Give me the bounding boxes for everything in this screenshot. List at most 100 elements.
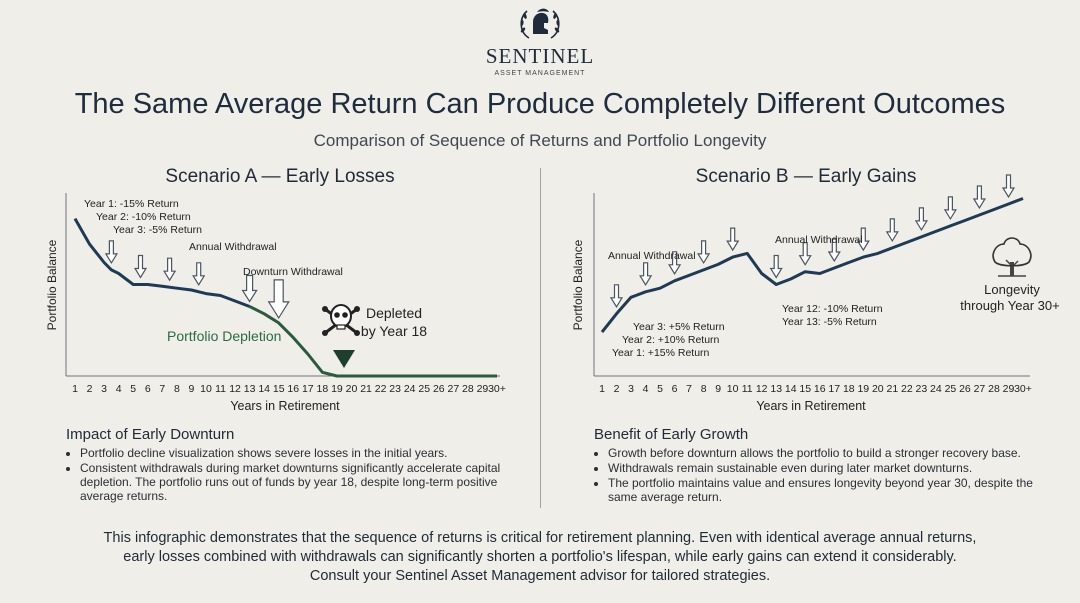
- withdrawal-arrow-icon: [1001, 174, 1016, 199]
- withdrawal-arrow-icon: [972, 185, 986, 210]
- chart-a-annot-year1: Year 1: -15% Return: [84, 198, 179, 210]
- chart-b-x-tick: 16: [814, 383, 826, 395]
- chart-b-x-tick: 23: [916, 383, 928, 395]
- chart-b-x-tick: 15: [799, 383, 811, 395]
- chart-b-x-tick: 8: [701, 383, 707, 395]
- withdrawal-arrow-icon: [726, 227, 740, 252]
- withdrawal-arrow-icon: [798, 242, 812, 266]
- chart-a-xlabel: Years in Retirement: [230, 399, 340, 413]
- chart-b-annot-year13: Year 13: -5% Return: [782, 316, 877, 328]
- chart-b-x-tick: 27: [974, 383, 986, 395]
- chart-b-x-tick: 14: [785, 383, 797, 395]
- chart-a-depletion-marker: [333, 350, 355, 368]
- chart-b-annot-longevity-2: through Year 30+: [960, 298, 1059, 313]
- chart-a-x-tick: 13: [244, 383, 256, 395]
- chart-b-x-tick: 24: [930, 383, 942, 395]
- withdrawal-arrow-icon: [267, 279, 290, 320]
- chart-a-x-tick: 18: [317, 383, 329, 395]
- chart-b-x-tick: 1: [599, 383, 605, 395]
- chart-b-x-tick: 29: [1003, 383, 1015, 395]
- footer-note: This infographic demonstrates that the s…: [60, 529, 1020, 586]
- chart-b-x-tick: 10: [727, 383, 739, 395]
- withdrawal-arrow-icon: [668, 251, 682, 275]
- chart-b-axes: [593, 193, 1030, 377]
- chart-a-x-tick: 10: [200, 383, 212, 395]
- chart-a-x-tick: 9: [188, 383, 194, 395]
- footer-line-3: Consult your Sentinel Asset Management a…: [309, 568, 771, 584]
- chart-a-annot-year2: Year 2: -10% Return: [96, 211, 191, 223]
- chart-a-x-tick: 1: [72, 383, 78, 395]
- withdrawal-arrow-icon: [609, 284, 624, 308]
- footer-line-2: early losses combined with withdrawals c…: [123, 549, 957, 565]
- withdrawal-arrow-icon: [943, 196, 957, 221]
- right-bullet: Growth before downturn allows the portfo…: [608, 446, 1048, 460]
- brand-name: SENTINEL: [485, 44, 595, 68]
- chart-a-x-tick: 11: [215, 383, 226, 395]
- laurel-helmet-icon: [520, 8, 560, 39]
- chart-a-x-tick: 17: [302, 383, 314, 395]
- withdrawal-arrow-icon: [885, 218, 899, 243]
- brand-tagline: ASSET MANAGEMENT: [494, 70, 586, 77]
- center-divider: [540, 168, 541, 508]
- page-title: The Same Average Return Can Produce Comp…: [74, 88, 1006, 120]
- right-section-heading: Benefit of Early Growth: [594, 426, 749, 443]
- withdrawal-arrow-icon: [241, 274, 258, 303]
- chart-a-ylabel: Portfolio Balance: [45, 239, 59, 330]
- chart-a-x-tick: 26: [433, 383, 445, 395]
- chart-a-x-tick: 29: [477, 383, 489, 395]
- chart-a: 1 2 3 4 5 6 7 8 9 10 11 12 13 14 15 16 17 18 19 20 21 22 23 24 2…: [45, 193, 506, 413]
- chart-a-x-tick: 24: [404, 383, 416, 395]
- chart-b-x-tick: 9: [715, 383, 721, 395]
- left-bullet: Consistent withdrawals during market dow…: [80, 461, 530, 503]
- withdrawal-arrow-icon: [104, 240, 118, 265]
- withdrawal-arrow-icon: [914, 207, 928, 232]
- chart-b-x-tick: 13: [770, 383, 782, 395]
- chart-b-x-tick: 4: [643, 383, 649, 395]
- right-section-bullets: Growth before downturn allows the portfo…: [594, 446, 1048, 505]
- chart-a-x-tick: 30+: [488, 383, 506, 395]
- chart-b-x-tick: 25: [945, 383, 957, 395]
- left-section-bullets: Portfolio decline visualization shows se…: [66, 446, 530, 504]
- chart-a-x-tick: 5: [130, 383, 136, 395]
- chart-a-x-tick: 15: [273, 383, 285, 395]
- chart-a-annot-depletion: Portfolio Depletion: [167, 328, 281, 344]
- chart-a-annot-year3: Year 3: -5% Return: [113, 224, 202, 236]
- chart-a-x-tick: 20: [346, 383, 358, 395]
- tree-icon: [992, 237, 1032, 277]
- chart-b-series-line: [600, 197, 1024, 334]
- chart-a-x-tick: 8: [174, 383, 180, 395]
- chart-b-annot-annual-withdrawal-left: Annual Withdrawal: [608, 250, 696, 262]
- withdrawal-arrow-icon: [769, 254, 783, 279]
- withdrawal-arrow-icon: [697, 240, 711, 265]
- chart-b-x-tick: 22: [901, 383, 913, 395]
- chart-b-x-tick: 17: [828, 383, 840, 395]
- chart-b-annot-year1: Year 1: +15% Return: [612, 347, 710, 359]
- chart-b-x-tick: 20: [872, 383, 884, 395]
- chart-a-x-tick: 22: [375, 383, 387, 395]
- chart-b-ylabel: Portfolio Balance: [571, 239, 585, 330]
- chart-a-annot-depleted-1: Depleted: [366, 305, 422, 321]
- chart-a-x-tick: 21: [360, 383, 372, 395]
- chart-a-x-tick: 2: [87, 383, 93, 395]
- chart-b-x-tick: 7: [686, 383, 692, 395]
- chart-b-annot-year2: Year 2: +10% Return: [622, 334, 720, 346]
- chart-b-annot-year3: Year 3: +5% Return: [633, 321, 725, 333]
- chart-a-annot-depleted-2: by Year 18: [361, 323, 427, 339]
- withdrawal-arrow-icon: [639, 262, 653, 286]
- skull-crossbones-icon: [322, 304, 360, 336]
- chart-b-annot-year12: Year 12: -10% Return: [782, 303, 883, 315]
- chart-a-x-tick: 6: [145, 383, 151, 395]
- chart-a-x-tick: 28: [462, 383, 474, 395]
- chart-b-x-tick: 30+: [1014, 383, 1032, 395]
- page-subtitle: Comparison of Sequence of Returns and Po…: [313, 131, 767, 150]
- withdrawal-arrow-icon: [192, 262, 206, 286]
- chart-a-x-tick: 19: [331, 383, 343, 395]
- chart-a-x-tick: 12: [229, 383, 241, 395]
- chart-b-x-tick: 11: [742, 383, 753, 395]
- withdrawal-arrow-icon: [133, 254, 148, 279]
- scenario-b-title: Scenario B — Early Gains: [695, 166, 917, 187]
- chart-b-annot-longevity-1: Longevity: [984, 282, 1040, 297]
- chart-b-x-tick: 3: [628, 383, 634, 395]
- chart-a-x-tick: 25: [418, 383, 430, 395]
- chart-b-x-tick: 26: [959, 383, 971, 395]
